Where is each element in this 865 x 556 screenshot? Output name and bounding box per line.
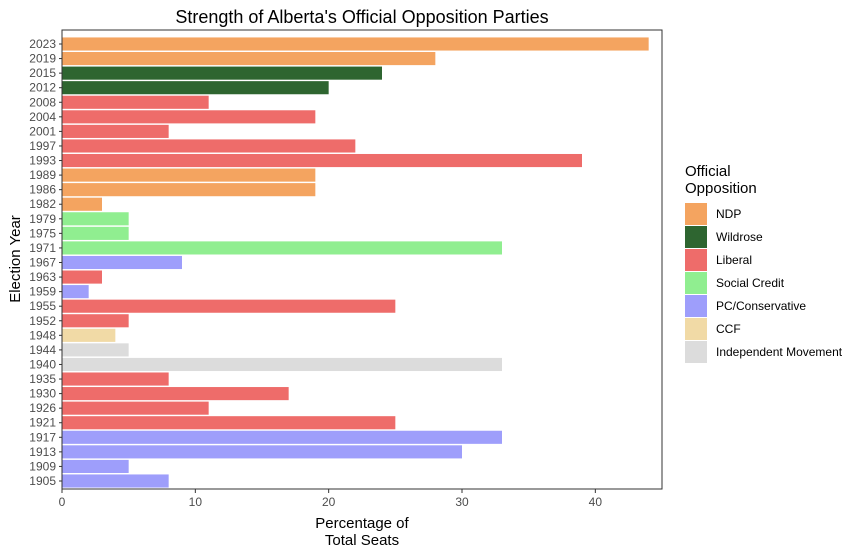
legend-label-wildrose: Wildrose <box>716 230 763 244</box>
y-tick-label-1952: 1952 <box>29 314 56 328</box>
y-tick-label-2019: 2019 <box>29 52 56 66</box>
y-tick-label-2008: 2008 <box>29 95 56 109</box>
y-tick-label-2001: 2001 <box>29 124 56 138</box>
x-tick-label-40: 40 <box>589 495 603 509</box>
bar-1963 <box>62 270 102 284</box>
bar-1913 <box>62 445 462 459</box>
bar-2015 <box>62 66 382 80</box>
chart-title: Strength of Alberta's Official Oppositio… <box>175 7 548 27</box>
bar-2001 <box>62 124 169 138</box>
bar-1921 <box>62 416 396 430</box>
legend-label-pc: PC/Conservative <box>716 299 806 313</box>
y-tick-label-1930: 1930 <box>29 387 56 401</box>
y-tick-label-2012: 2012 <box>29 81 56 95</box>
x-tick-label-20: 20 <box>322 495 336 509</box>
legend-swatch-liberal <box>685 249 707 271</box>
bar-1944 <box>62 343 129 357</box>
y-tick-label-1926: 1926 <box>29 401 56 415</box>
legend-swatch-independent <box>685 341 707 363</box>
y-tick-label-2004: 2004 <box>29 110 56 124</box>
bar-2012 <box>62 81 329 95</box>
legend-items: NDP Wildrose Liberal Social Credit PC/Conser… <box>685 203 843 363</box>
legend-label-independent: Independent Movement <box>716 345 843 359</box>
y-tick-label-1982: 1982 <box>29 197 56 211</box>
bar-1909 <box>62 459 129 473</box>
y-tick-labels: 2023201920152012200820042001199719931989… <box>29 37 62 488</box>
y-tick-label-1921: 1921 <box>29 416 56 430</box>
y-tick-label-1948: 1948 <box>29 328 56 342</box>
y-tick-label-1989: 1989 <box>29 168 56 182</box>
bar-1971 <box>62 241 502 255</box>
bar-1986 <box>62 183 316 197</box>
x-axis-title-line-2: Total Seats <box>325 532 399 549</box>
bar-1967 <box>62 255 182 270</box>
bar-1926 <box>62 401 209 415</box>
legend: Official Opposition NDP Wildrose Liberal So… <box>685 163 843 363</box>
y-tick-label-1944: 1944 <box>29 343 56 357</box>
y-tick-label-1940: 1940 <box>29 357 56 371</box>
y-tick-label-1967: 1967 <box>29 256 56 270</box>
bar-1930 <box>62 387 289 401</box>
y-tick-label-1955: 1955 <box>29 299 56 313</box>
x-ticks: 0 10 20 30 40 <box>59 489 603 509</box>
bar-1982 <box>62 197 102 211</box>
y-tick-label-1975: 1975 <box>29 226 56 240</box>
y-tick-label-1913: 1913 <box>29 445 56 459</box>
bar-1979 <box>62 212 129 226</box>
x-axis-title-line-1: Percentage of <box>315 515 409 532</box>
bar-1940 <box>62 357 502 372</box>
plot-panel <box>61 29 663 490</box>
bar-1993 <box>62 153 582 168</box>
legend-title-line-2: Opposition <box>685 180 757 197</box>
y-tick-label-1997: 1997 <box>29 139 56 153</box>
y-tick-label-1959: 1959 <box>29 285 56 299</box>
y-tick-label-1986: 1986 <box>29 183 56 197</box>
legend-label-socialcredit: Social Credit <box>716 276 785 290</box>
x-tick-label-10: 10 <box>189 495 203 509</box>
y-tick-label-1935: 1935 <box>29 372 56 386</box>
bar-1905 <box>62 474 169 488</box>
y-tick-label-1905: 1905 <box>29 474 56 488</box>
bar-2023 <box>62 37 649 51</box>
legend-swatch-ccf <box>685 318 707 340</box>
legend-swatch-ndp <box>685 203 707 225</box>
y-axis-title: Election Year <box>7 215 24 303</box>
bar-1935 <box>62 372 169 386</box>
y-tick-label-2015: 2015 <box>29 66 56 80</box>
legend-label-ccf: CCF <box>716 322 741 336</box>
bar-2008 <box>62 95 209 109</box>
bar-2019 <box>62 52 436 66</box>
bar-1948 <box>62 328 116 342</box>
x-tick-label-30: 30 <box>455 495 469 509</box>
x-tick-label-0: 0 <box>59 495 66 509</box>
y-tick-label-1909: 1909 <box>29 459 56 473</box>
legend-label-ndp: NDP <box>716 207 741 221</box>
bar-1955 <box>62 299 396 313</box>
y-tick-label-1971: 1971 <box>29 241 56 255</box>
legend-swatch-pc <box>685 295 707 317</box>
bar-1959 <box>62 285 89 299</box>
legend-swatch-wildrose <box>685 226 707 248</box>
legend-swatch-socialcredit <box>685 272 707 294</box>
y-tick-label-1979: 1979 <box>29 212 56 226</box>
bars-group <box>62 37 649 488</box>
bar-1975 <box>62 226 129 240</box>
y-tick-label-2023: 2023 <box>29 37 56 51</box>
y-tick-label-1963: 1963 <box>29 270 56 284</box>
bar-2004 <box>62 110 316 124</box>
legend-title-line-1: Official <box>685 163 731 180</box>
bar-1952 <box>62 314 129 328</box>
bar-1997 <box>62 139 356 153</box>
y-tick-label-1993: 1993 <box>29 154 56 168</box>
bar-1917 <box>62 430 502 444</box>
bar-1989 <box>62 168 316 182</box>
y-tick-label-1917: 1917 <box>29 430 56 444</box>
legend-label-liberal: Liberal <box>716 253 752 267</box>
